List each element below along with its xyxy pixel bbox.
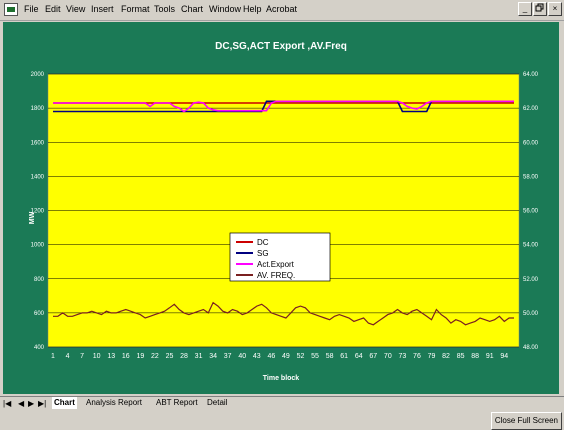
y2-tick-label: 56.00 — [523, 209, 539, 215]
x-tick-label: 10 — [93, 353, 101, 360]
x-tick-label: 94 — [500, 353, 508, 360]
x-tick-label: 61 — [340, 353, 348, 360]
legend-box — [229, 232, 331, 282]
x-tick-label: 64 — [355, 353, 363, 360]
minimize-button[interactable]: _ — [518, 2, 532, 16]
x-tick-label: 52 — [297, 353, 305, 360]
legend-label-av-freq: AV. FREQ. — [257, 271, 295, 280]
restore-icon — [535, 3, 544, 12]
restore-button[interactable] — [533, 2, 547, 16]
x-tick-label: 7 — [80, 353, 84, 360]
y-tick-label: 800 — [34, 277, 45, 283]
next-sheet-button[interactable]: ▶ — [28, 399, 35, 408]
y2-tick-label: 64.00 — [523, 72, 539, 78]
y2-tick-label: 62.00 — [523, 106, 539, 112]
x-tick-label: 28 — [180, 353, 188, 360]
prev-sheet-button[interactable]: ◀ — [18, 399, 25, 408]
legend[interactable]: DC SG Act.Export AV. FREQ. — [229, 232, 331, 282]
menu-edit[interactable]: Edit — [45, 4, 61, 14]
x-tick-label: 1 — [51, 353, 55, 360]
last-sheet-button[interactable]: ▶| — [38, 399, 47, 408]
y-tick-label: 1000 — [31, 243, 45, 249]
x-tick-label: 37 — [224, 353, 232, 360]
x-tick-label: 4 — [66, 353, 70, 360]
menu-tools[interactable]: Tools — [154, 4, 176, 14]
y-axis-ticks: 400 600 800 1000 1200 1400 1600 1800 2000 — [31, 72, 45, 351]
x-tick-label: 67 — [369, 353, 377, 360]
y-tick-label: 1600 — [31, 140, 45, 146]
y2-tick-label: 52.00 — [523, 277, 539, 283]
x-tick-label: 91 — [486, 353, 494, 360]
menu-view[interactable]: View — [66, 4, 86, 14]
chart-svg: DC,SG,ACT Export ,AV.Freq 400 600 800 1000 1… — [29, 41, 539, 382]
x-tick-label: 82 — [442, 353, 450, 360]
x-tick-label: 73 — [398, 353, 406, 360]
series-line-av-freq — [53, 301, 514, 326]
chart-area[interactable]: DC,SG,ACT Export ,AV.Freq 400 600 800 1000 1… — [3, 22, 559, 394]
y-tick-label: 600 — [34, 311, 45, 317]
x-tick-label: 40 — [238, 353, 246, 360]
y2-axis-ticks: 48.00 50.00 52.00 54.00 56.00 58.00 60.00 62.00… — [523, 72, 539, 351]
menu-chart[interactable]: Chart — [181, 4, 204, 14]
tab-chart[interactable]: Chart — [52, 397, 77, 409]
menu-acrobat[interactable]: Acrobat — [266, 4, 298, 14]
gridlines — [48, 73, 519, 348]
y-tick-label: 1800 — [31, 106, 45, 112]
x-tick-label: 31 — [195, 353, 203, 360]
x-axis-ticks: 1 4 7 10 13 16 19 22 25 28 31 34 37 40 43 46 49 52 55 58 61 6… — [51, 353, 508, 360]
x-tick-label: 76 — [413, 353, 421, 360]
y-tick-label: 2000 — [31, 72, 45, 78]
x-tick-label: 16 — [122, 353, 130, 360]
x-tick-label: 19 — [136, 353, 144, 360]
y-tick-label: 400 — [34, 345, 45, 351]
x-tick-label: 34 — [209, 353, 217, 360]
x-tick-label: 85 — [457, 353, 465, 360]
menu-help[interactable]: Help — [243, 4, 262, 14]
y-tick-label: 1400 — [31, 174, 45, 180]
y2-tick-label: 48.00 — [523, 345, 539, 351]
tab-analysis-report[interactable]: Analysis Report — [86, 398, 143, 407]
y-axis-label: MW — [29, 211, 36, 224]
window-controls: _ × — [517, 2, 562, 20]
x-axis-label: Time block — [263, 375, 300, 382]
menu-file[interactable]: File — [24, 4, 39, 14]
x-tick-label: 58 — [326, 353, 334, 360]
x-tick-label: 43 — [253, 353, 261, 360]
x-tick-label: 49 — [282, 353, 290, 360]
y-tick-label: 1200 — [31, 209, 45, 215]
excel-chart-icon[interactable] — [4, 3, 18, 16]
x-tick-label: 55 — [311, 353, 319, 360]
status-bar: Close Full Screen — [0, 411, 564, 430]
close-full-screen-button[interactable]: Close Full Screen — [490, 412, 562, 430]
y2-tick-label: 60.00 — [523, 140, 539, 146]
x-tick-label: 79 — [428, 353, 436, 360]
menu-insert[interactable]: Insert — [91, 4, 114, 14]
first-sheet-button[interactable]: |◀ — [3, 399, 12, 408]
tab-detail[interactable]: Detail — [207, 398, 228, 407]
y2-tick-label: 58.00 — [523, 174, 539, 180]
x-tick-label: 22 — [151, 353, 159, 360]
series-line-act-export — [53, 100, 514, 113]
x-tick-label: 46 — [267, 353, 275, 360]
y2-tick-label: 50.00 — [523, 311, 539, 317]
menu-window[interactable]: Window — [209, 4, 242, 14]
tab-abt-report[interactable]: ABT Report — [156, 398, 198, 407]
x-tick-label: 25 — [166, 353, 174, 360]
legend-label-sg: SG — [257, 249, 269, 258]
chart-title: DC,SG,ACT Export ,AV.Freq — [215, 41, 347, 52]
x-tick-label: 13 — [107, 353, 115, 360]
legend-label-act-export: Act.Export — [257, 260, 295, 269]
sheet-tab-bar: |◀ ◀ ▶ ▶| Chart Analysis Report ABT Repo… — [0, 396, 564, 411]
x-tick-label: 70 — [384, 353, 392, 360]
menu-format[interactable]: Format — [121, 4, 150, 14]
series-lines — [53, 100, 514, 326]
legend-label-dc: DC — [257, 238, 269, 247]
y2-tick-label: 54.00 — [523, 243, 539, 249]
x-tick-label: 88 — [471, 353, 479, 360]
close-window-button[interactable]: × — [548, 2, 562, 16]
menu-bar: File Edit View Insert Format Tools Chart… — [0, 0, 564, 21]
